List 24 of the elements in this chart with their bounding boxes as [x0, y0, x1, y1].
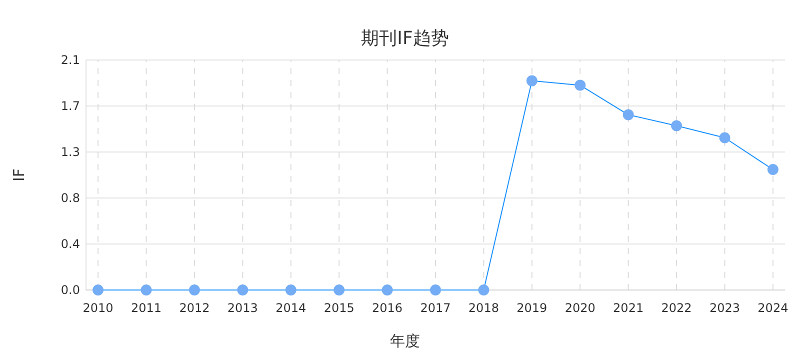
x-tick-label: 2022	[661, 301, 692, 315]
x-tick-label: 2018	[468, 301, 499, 315]
x-tick-label: 2014	[276, 301, 306, 315]
chart-title: 期刊IF趋势	[361, 28, 449, 49]
y-tick-label: 0.8	[60, 191, 80, 206]
x-tick-label: 2024	[758, 301, 788, 315]
x-tick-label: 2012	[179, 301, 210, 315]
x-tick-label: 2021	[613, 301, 644, 315]
y-tick-label: 0.4	[60, 237, 80, 252]
x-tick-label: 2016	[372, 301, 403, 315]
x-tick-label: 2020	[564, 301, 596, 315]
y-tick-label: 0.0	[60, 283, 80, 298]
x-tick-label: 2011	[130, 301, 162, 315]
y-axis-title: IF	[10, 168, 28, 182]
x-tick-label: 2013	[227, 301, 258, 315]
x-tick-label: 2019	[516, 301, 548, 315]
x-tick-label: 2023	[709, 301, 740, 315]
y-tick-label: 2.1	[60, 53, 80, 68]
y-tick-label: 1.3	[60, 145, 80, 160]
x-tick-label: 2017	[420, 301, 451, 315]
x-axis-title: 年度	[390, 332, 420, 350]
x-tick-label: 2015	[324, 301, 354, 315]
x-tick-label: 2010	[82, 301, 114, 315]
y-tick-label: 1.7	[60, 99, 80, 114]
